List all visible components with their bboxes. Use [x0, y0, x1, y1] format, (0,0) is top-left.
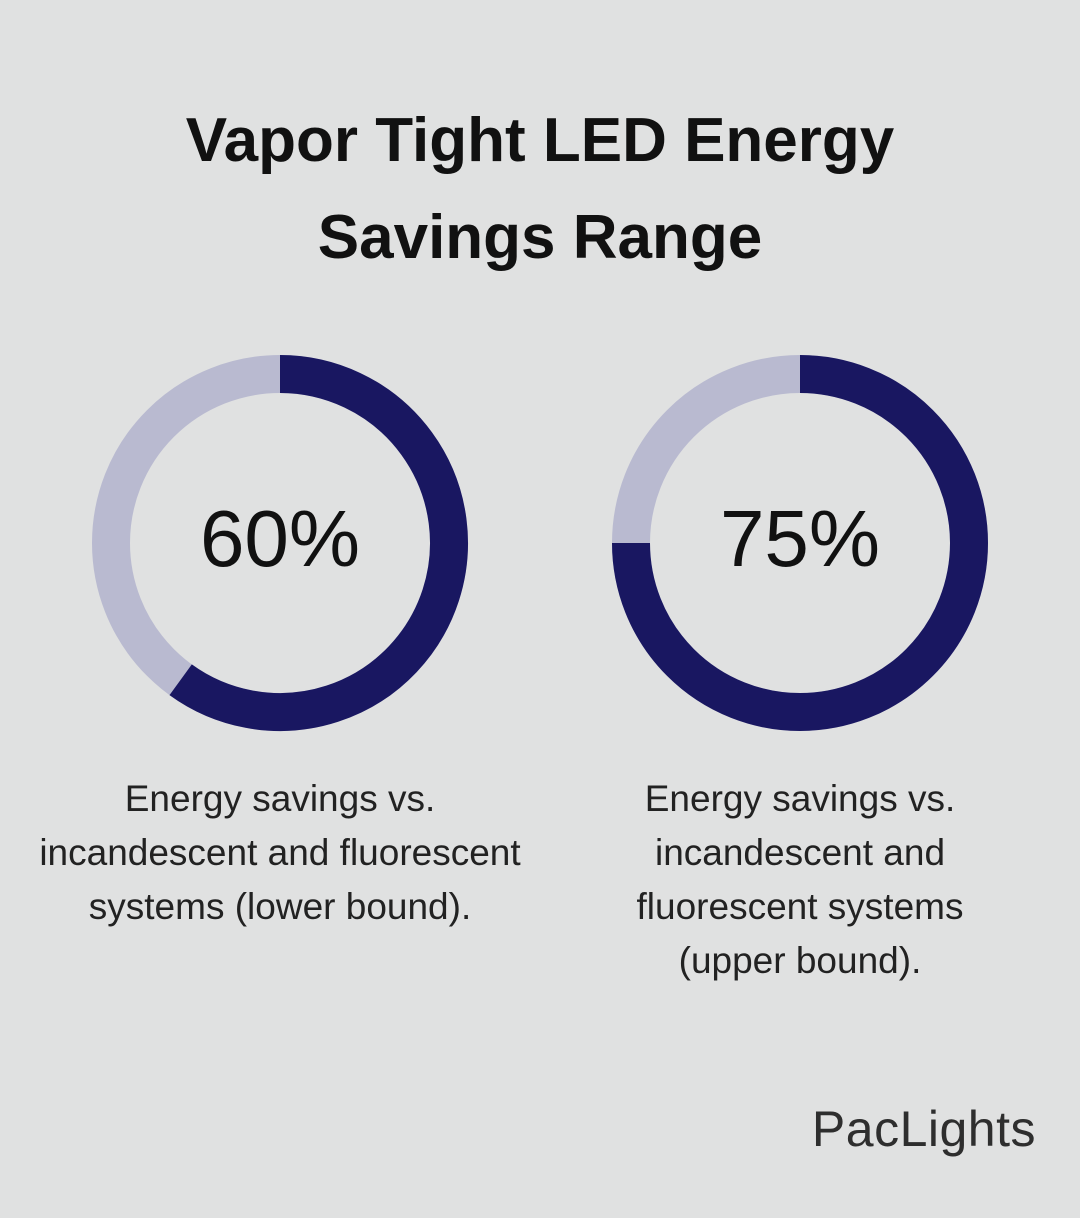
caption: Energy savings vs. incandescent and fluo…	[636, 778, 964, 981]
brand-logo: PacLights	[811, 1101, 1036, 1157]
caption: Energy savings vs. incandescent and fluo…	[39, 778, 521, 927]
value-label: 60%	[200, 494, 360, 583]
value-label: 75%	[720, 494, 880, 583]
title: Vapor Tight LED Energy Savings Range	[185, 106, 895, 272]
donut-arc	[169, 355, 468, 731]
donut-arc	[612, 355, 988, 731]
